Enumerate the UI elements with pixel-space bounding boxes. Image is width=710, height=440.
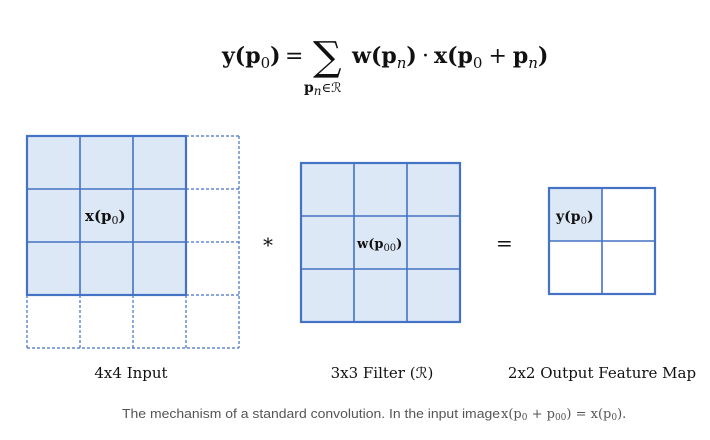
formula-term2b: p [513, 43, 528, 69]
svg-text:w(pn): w(pn) [351, 43, 417, 72]
formula-term2-close: ) [538, 43, 548, 69]
formula-lhs-sub: 0 [261, 54, 271, 72]
formula-lhs: y(p [221, 43, 261, 69]
output-grid: y(p0) [547, 186, 657, 296]
formula-sum-set: ∈ℛ [322, 81, 342, 96]
formula-sum-index-sub: n [314, 84, 322, 98]
svg-text:x(p0): x(p0) [85, 207, 126, 227]
equals-operator: = [496, 231, 513, 255]
output-cell-label-close: ) [587, 209, 594, 225]
caption: The mechanism of a standard convolution.… [122, 406, 626, 423]
svg-text:x(p0+pn): x(p0 + pn) [434, 43, 548, 72]
caption-math-plus: + p [527, 407, 554, 422]
formula-term2: x(p [434, 43, 473, 69]
filter-grid: w(p00) [299, 161, 462, 324]
output-cell-label: y(p [555, 209, 581, 225]
filter-fill [301, 163, 460, 322]
input-solid-lines [25, 134, 188, 297]
output-label: 2x2 Output Feature Map [508, 364, 696, 382]
caption-text: The mechanism of a standard convolution.… [122, 406, 500, 421]
input-cell-label-sub: 0 [112, 214, 119, 227]
formula-dot: · [422, 44, 429, 69]
caption-math-plus-sub: 00 [555, 413, 567, 423]
input-grid: x(p0) [25, 134, 240, 349]
formula-term2b-sub: n [528, 54, 538, 72]
formula-term2-sub: 0 [473, 54, 483, 72]
svg-text:x(p0 + p00) = x(p0).: x(p0 + p00) = x(p0). [501, 407, 626, 423]
convolve-operator: * [263, 233, 273, 257]
svg-text:y(p0): y(p0) [555, 209, 594, 227]
formula-term1-sub: n [397, 54, 407, 72]
caption-math-a: x(p [501, 407, 522, 422]
input-highlight-fill [27, 136, 186, 295]
filter-cell-label: w(p [356, 237, 383, 252]
formula-sigma: ∑ [313, 34, 342, 80]
input-dashed-lines [26, 135, 240, 349]
caption-math-a-sub: 0 [522, 413, 528, 423]
input-cell-label: x(p [85, 207, 112, 225]
formula-sum-index: p [304, 80, 314, 96]
output-cell-label-sub: 0 [581, 216, 587, 227]
formula-term1-close: ) [406, 43, 416, 69]
svg-text:w(p00): w(p00) [356, 237, 402, 254]
input-cell-label-close: ) [119, 207, 126, 225]
filter-cell-label-close: ) [396, 237, 402, 252]
svg-text:y(p0): y(p0) [221, 43, 281, 72]
filter-cell-label-sub: 00 [383, 243, 396, 254]
formula-plus: + [488, 44, 506, 69]
filter-label: 3x3 Filter (ℛ) [331, 364, 434, 382]
formula: y(p0) = ∑ pn∈ℛ w(pn) · x(p0 + pn) [221, 34, 548, 98]
caption-math-close: ). [617, 407, 626, 422]
input-label: 4x4 Input [94, 364, 167, 382]
caption-math-eq: ) = x(p [566, 407, 611, 422]
formula-equals: = [285, 44, 303, 69]
svg-text:pn∈ℛ: pn∈ℛ [304, 80, 342, 98]
output-lines [547, 186, 657, 296]
filter-lines [299, 161, 462, 324]
caption-math-eq-sub: 0 [611, 413, 617, 423]
formula-lhs-close: ) [270, 43, 280, 69]
output-highlight-fill [549, 188, 602, 241]
formula-term1: w(p [351, 43, 397, 69]
